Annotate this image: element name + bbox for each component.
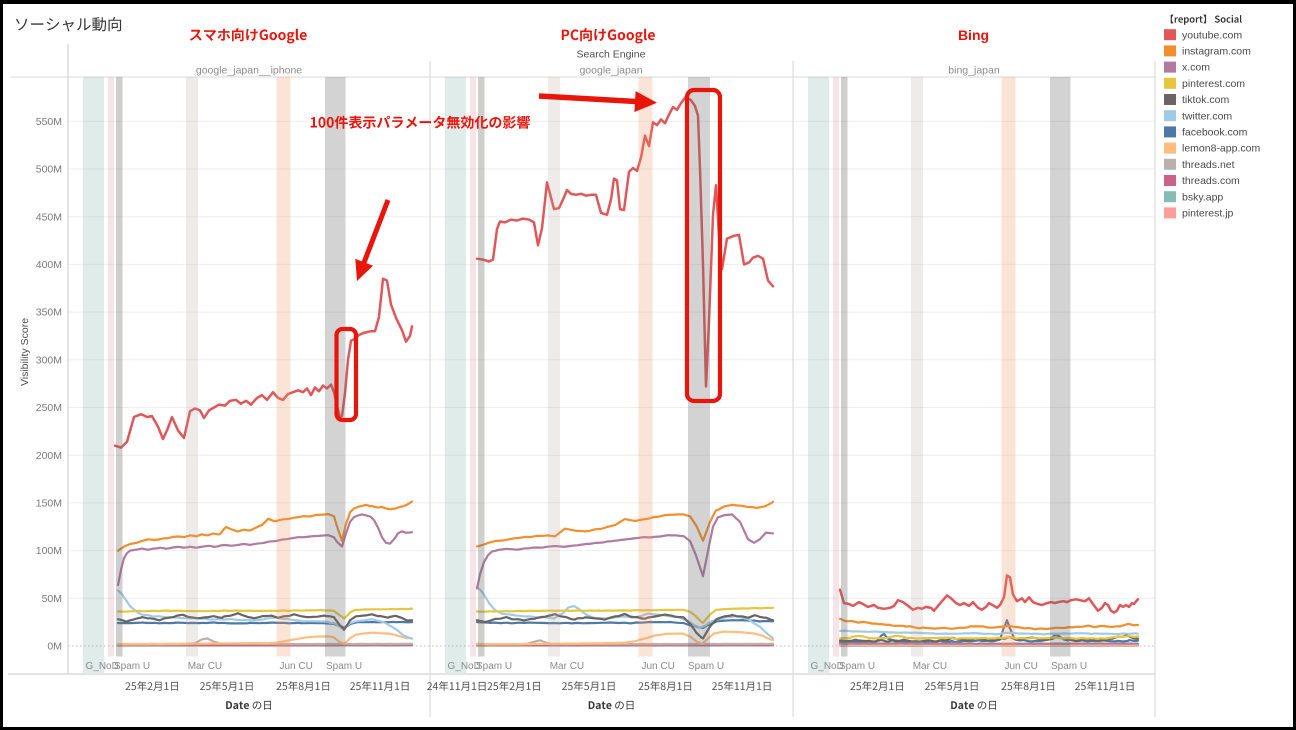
svg-text:x.com: x.com [1182,62,1210,74]
svg-text:Spam U: Spam U [839,661,875,672]
svg-text:Search Engine: Search Engine [577,49,646,61]
svg-text:google_japan: google_japan [579,65,642,77]
svg-text:G_NoD: G_NoD [448,661,481,672]
svg-text:Spam U: Spam U [476,661,512,672]
svg-text:google_japan__iphone: google_japan__iphone [196,65,302,77]
svg-text:Jun CU: Jun CU [1005,661,1038,672]
svg-text:300M: 300M [36,354,62,366]
svg-text:tiktok.com: tiktok.com [1182,94,1230,106]
svg-text:350M: 350M [36,307,62,319]
svg-text:Spam U: Spam U [1051,661,1087,672]
svg-text:twitter.com: twitter.com [1182,110,1232,122]
svg-text:Spam U: Spam U [688,661,724,672]
svg-text:facebook.com: facebook.com [1182,127,1248,139]
svg-text:550M: 550M [36,116,62,128]
svg-text:threads.com: threads.com [1182,175,1240,187]
svg-text:threads.net: threads.net [1182,159,1235,171]
svg-text:50M: 50M [42,593,62,605]
svg-text:G_NoD: G_NoD [811,661,844,672]
svg-text:Spam U: Spam U [326,661,362,672]
svg-text:bing_japan: bing_japan [948,65,1000,77]
svg-text:150M: 150M [36,498,62,510]
svg-text:Mar CU: Mar CU [913,661,947,672]
svg-text:Jun CU: Jun CU [280,661,313,672]
svg-text:youtube.com: youtube.com [1182,29,1242,41]
svg-text:Bing: Bing [958,27,989,43]
svg-text:0M: 0M [47,641,62,653]
svg-text:lemon8-app.com: lemon8-app.com [1182,143,1260,155]
svg-text:200M: 200M [36,450,62,462]
svg-text:pinterest.jp: pinterest.jp [1182,208,1234,220]
svg-text:Mar CU: Mar CU [188,661,222,672]
svg-text:pinterest.com: pinterest.com [1182,78,1245,90]
svg-text:400M: 400M [36,259,62,271]
svg-text:bsky.app: bsky.app [1182,191,1223,203]
svg-text:instagram.com: instagram.com [1182,46,1251,58]
svg-text:Mar CU: Mar CU [550,661,584,672]
svg-text:G_NoD: G_NoD [86,661,119,672]
svg-text:500M: 500M [36,164,62,176]
svg-text:450M: 450M [36,211,62,223]
svg-text:Visibility Score: Visibility Score [19,318,31,386]
svg-text:Jun CU: Jun CU [642,661,675,672]
svg-text:Spam U: Spam U [114,661,150,672]
svg-text:250M: 250M [36,402,62,414]
svg-text:100M: 100M [36,545,62,557]
